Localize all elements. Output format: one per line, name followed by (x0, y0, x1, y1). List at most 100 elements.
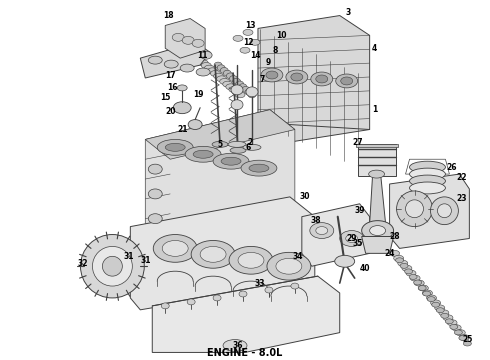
Text: 17: 17 (165, 71, 175, 80)
Ellipse shape (310, 222, 334, 238)
Text: 39: 39 (354, 206, 365, 215)
Ellipse shape (223, 339, 247, 351)
Ellipse shape (410, 168, 445, 180)
Circle shape (102, 256, 122, 276)
Ellipse shape (451, 325, 461, 330)
Ellipse shape (193, 150, 213, 158)
Ellipse shape (266, 71, 278, 79)
Ellipse shape (250, 39, 260, 45)
Text: ENGINE - 8.0L: ENGINE - 8.0L (207, 348, 283, 359)
Ellipse shape (228, 141, 246, 147)
Text: 13: 13 (245, 21, 255, 30)
Ellipse shape (229, 246, 273, 274)
Text: 5: 5 (218, 140, 222, 149)
Ellipse shape (436, 308, 444, 313)
Circle shape (431, 197, 458, 225)
Ellipse shape (157, 139, 193, 155)
Text: 15: 15 (160, 93, 171, 102)
Polygon shape (302, 204, 369, 266)
Bar (358, 144, 395, 176)
Ellipse shape (267, 252, 311, 280)
Circle shape (438, 204, 451, 218)
Ellipse shape (405, 269, 413, 274)
Ellipse shape (213, 295, 221, 301)
Text: 4: 4 (372, 44, 377, 53)
Ellipse shape (188, 120, 202, 130)
Text: 24: 24 (384, 249, 395, 258)
Ellipse shape (177, 85, 187, 91)
Ellipse shape (400, 264, 408, 268)
Text: 30: 30 (299, 192, 310, 201)
Ellipse shape (233, 78, 241, 84)
Ellipse shape (204, 65, 214, 71)
Ellipse shape (214, 62, 222, 68)
Ellipse shape (248, 92, 256, 98)
Ellipse shape (341, 77, 353, 85)
Ellipse shape (220, 68, 228, 73)
Ellipse shape (450, 324, 458, 329)
Ellipse shape (418, 285, 426, 291)
Polygon shape (152, 276, 340, 352)
Ellipse shape (192, 39, 204, 47)
Ellipse shape (316, 75, 328, 83)
Ellipse shape (435, 305, 445, 311)
Ellipse shape (245, 89, 253, 95)
Ellipse shape (286, 70, 308, 84)
Ellipse shape (217, 65, 225, 71)
Ellipse shape (464, 341, 471, 346)
Ellipse shape (148, 189, 162, 199)
Text: 33: 33 (255, 279, 265, 288)
Ellipse shape (410, 275, 420, 281)
Ellipse shape (239, 291, 247, 297)
Ellipse shape (185, 147, 221, 162)
Text: 35: 35 (352, 239, 363, 248)
Text: 12: 12 (243, 38, 253, 47)
Ellipse shape (418, 285, 428, 291)
Text: 31: 31 (123, 252, 134, 261)
Circle shape (93, 246, 132, 286)
Text: 34: 34 (293, 252, 303, 261)
Text: 29: 29 (346, 234, 357, 243)
Ellipse shape (454, 330, 463, 335)
Ellipse shape (398, 260, 408, 266)
Text: 21: 21 (177, 125, 188, 134)
Ellipse shape (148, 214, 162, 224)
Ellipse shape (340, 230, 364, 246)
Ellipse shape (196, 68, 210, 76)
Ellipse shape (198, 60, 208, 66)
Ellipse shape (414, 280, 421, 285)
Ellipse shape (335, 255, 355, 267)
Ellipse shape (291, 283, 299, 289)
Text: 3: 3 (345, 8, 350, 17)
Ellipse shape (207, 68, 218, 74)
Ellipse shape (243, 30, 253, 35)
Ellipse shape (211, 71, 220, 76)
Ellipse shape (231, 85, 243, 95)
Text: 2: 2 (247, 138, 253, 147)
Text: 14: 14 (250, 51, 260, 60)
Ellipse shape (427, 297, 435, 302)
Ellipse shape (410, 175, 445, 187)
Ellipse shape (162, 240, 188, 256)
Ellipse shape (240, 47, 250, 53)
Ellipse shape (201, 63, 211, 68)
Ellipse shape (223, 81, 233, 87)
Ellipse shape (229, 86, 239, 93)
Ellipse shape (426, 295, 437, 301)
Ellipse shape (191, 240, 235, 268)
Ellipse shape (249, 164, 269, 172)
Text: 1: 1 (372, 105, 377, 114)
Ellipse shape (395, 258, 404, 263)
Ellipse shape (455, 330, 466, 336)
Ellipse shape (261, 68, 283, 82)
Polygon shape (362, 237, 393, 253)
Text: 28: 28 (389, 232, 400, 241)
Ellipse shape (236, 81, 244, 87)
Ellipse shape (276, 258, 302, 274)
Ellipse shape (187, 299, 195, 305)
Ellipse shape (441, 313, 449, 318)
Ellipse shape (226, 84, 236, 90)
Ellipse shape (238, 252, 264, 268)
Text: 19: 19 (193, 90, 203, 99)
Ellipse shape (409, 274, 417, 279)
